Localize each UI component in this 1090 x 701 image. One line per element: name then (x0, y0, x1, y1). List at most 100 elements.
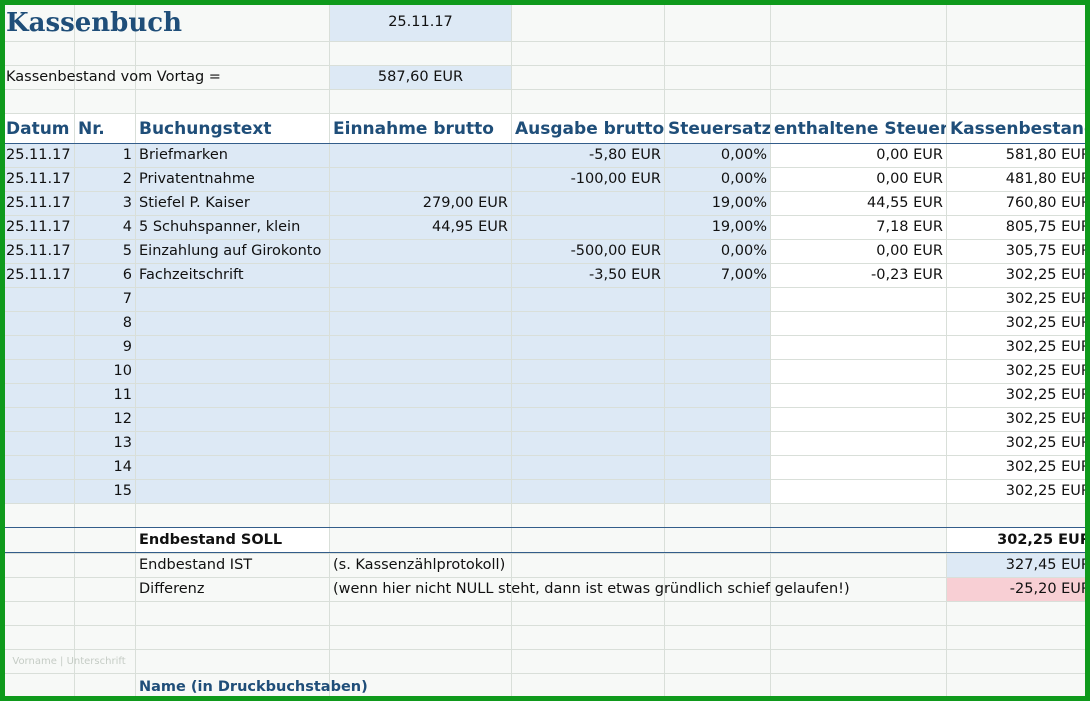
row-income[interactable] (330, 144, 512, 168)
grid-cell[interactable] (512, 42, 665, 66)
row-income[interactable] (330, 264, 512, 288)
row-balance[interactable]: 302,25 EUR (947, 456, 1085, 480)
row-expense[interactable]: -5,80 EUR (512, 144, 665, 168)
row-tax[interactable]: 0,00 EUR (771, 144, 947, 168)
grid-cell[interactable] (5, 602, 75, 626)
differenz-note[interactable]: (wenn hier nicht NULL steht, dann ist et… (330, 578, 947, 602)
row-date[interactable] (5, 312, 75, 336)
grid-cell[interactable] (136, 90, 330, 114)
endbestand-ist-note[interactable]: (s. Kassenzählprotokoll) (330, 554, 947, 578)
signature-label[interactable]: Vorname | Unterschrift (5, 650, 136, 674)
grid-cell[interactable] (75, 90, 136, 114)
row-text[interactable]: Stiefel P. Kaiser (136, 192, 330, 216)
grid-cell[interactable] (75, 528, 136, 554)
grid-cell[interactable] (512, 602, 665, 626)
grid-cell[interactable] (947, 5, 1085, 42)
row-tax[interactable] (771, 336, 947, 360)
grid-cell[interactable] (771, 528, 947, 554)
grid-cell[interactable] (136, 626, 330, 650)
row-text[interactable] (136, 312, 330, 336)
grid-cell[interactable] (512, 626, 665, 650)
row-nr[interactable]: 5 (75, 240, 136, 264)
row-taxrate[interactable]: 0,00% (665, 168, 771, 192)
row-expense[interactable] (512, 480, 665, 504)
row-date[interactable] (5, 456, 75, 480)
grid-cell[interactable] (771, 66, 947, 90)
row-expense[interactable] (512, 456, 665, 480)
grid-cell[interactable] (512, 90, 665, 114)
row-date[interactable]: 25.11.17 (5, 216, 75, 240)
grid-cell[interactable] (947, 626, 1085, 650)
date-input[interactable]: 25.11.17 (330, 5, 512, 42)
grid-cell[interactable] (665, 674, 771, 696)
row-taxrate[interactable]: 19,00% (665, 216, 771, 240)
row-taxrate[interactable] (665, 480, 771, 504)
grid-cell[interactable] (665, 90, 771, 114)
row-taxrate[interactable]: 7,00% (665, 264, 771, 288)
row-income[interactable] (330, 384, 512, 408)
row-tax[interactable] (771, 456, 947, 480)
grid-cell[interactable] (512, 674, 665, 696)
row-text[interactable] (136, 480, 330, 504)
grid-cell[interactable] (330, 504, 512, 528)
row-nr[interactable]: 4 (75, 216, 136, 240)
grid-cell[interactable] (947, 602, 1085, 626)
row-tax[interactable]: 0,00 EUR (771, 168, 947, 192)
row-income[interactable] (330, 480, 512, 504)
grid-cell[interactable] (947, 650, 1085, 674)
row-text[interactable]: Fachzeitschrift (136, 264, 330, 288)
row-taxrate[interactable] (665, 360, 771, 384)
grid-cell[interactable] (330, 626, 512, 650)
row-income[interactable] (330, 168, 512, 192)
row-text[interactable]: 5 Schuhspanner, klein (136, 216, 330, 240)
row-taxrate[interactable] (665, 336, 771, 360)
grid-cell[interactable] (771, 504, 947, 528)
grid-cell[interactable] (5, 674, 75, 696)
grid-cell[interactable] (330, 602, 512, 626)
grid-cell[interactable] (75, 504, 136, 528)
row-text[interactable] (136, 288, 330, 312)
grid-cell[interactable] (665, 650, 771, 674)
row-income[interactable] (330, 432, 512, 456)
grid-cell[interactable] (136, 602, 330, 626)
differenz-label[interactable]: Differenz (136, 578, 330, 602)
endbestand-soll-value[interactable]: 302,25 EUR (947, 528, 1085, 554)
row-date[interactable] (5, 480, 75, 504)
grid-cell[interactable] (665, 626, 771, 650)
grid-cell[interactable] (665, 528, 771, 554)
row-nr[interactable]: 7 (75, 288, 136, 312)
row-taxrate[interactable] (665, 432, 771, 456)
row-income[interactable] (330, 360, 512, 384)
row-income[interactable] (330, 312, 512, 336)
row-income[interactable]: 44,95 EUR (330, 216, 512, 240)
row-nr[interactable]: 2 (75, 168, 136, 192)
grid-cell[interactable] (75, 42, 136, 66)
row-expense[interactable] (512, 432, 665, 456)
row-balance[interactable]: 302,25 EUR (947, 360, 1085, 384)
row-expense[interactable] (512, 288, 665, 312)
row-nr[interactable]: 10 (75, 360, 136, 384)
row-tax[interactable] (771, 480, 947, 504)
grid-cell[interactable] (771, 90, 947, 114)
row-tax[interactable] (771, 312, 947, 336)
grid-cell[interactable] (5, 578, 75, 602)
row-date[interactable]: 25.11.17 (5, 168, 75, 192)
grid-cell[interactable] (5, 90, 75, 114)
row-income[interactable] (330, 456, 512, 480)
row-balance[interactable]: 481,80 EUR (947, 168, 1085, 192)
row-nr[interactable]: 14 (75, 456, 136, 480)
row-income[interactable] (330, 240, 512, 264)
row-balance[interactable]: 302,25 EUR (947, 384, 1085, 408)
grid-cell[interactable] (330, 650, 512, 674)
row-tax[interactable] (771, 384, 947, 408)
grid-cell[interactable] (136, 42, 330, 66)
row-tax[interactable] (771, 408, 947, 432)
row-text[interactable] (136, 336, 330, 360)
header-datum[interactable]: Datum (5, 114, 75, 144)
row-income[interactable] (330, 336, 512, 360)
endbestand-ist-input[interactable]: 327,45 EUR (947, 554, 1085, 578)
row-taxrate[interactable]: 19,00% (665, 192, 771, 216)
grid-cell[interactable] (512, 650, 665, 674)
grid-cell[interactable] (512, 504, 665, 528)
row-balance[interactable]: 805,75 EUR (947, 216, 1085, 240)
